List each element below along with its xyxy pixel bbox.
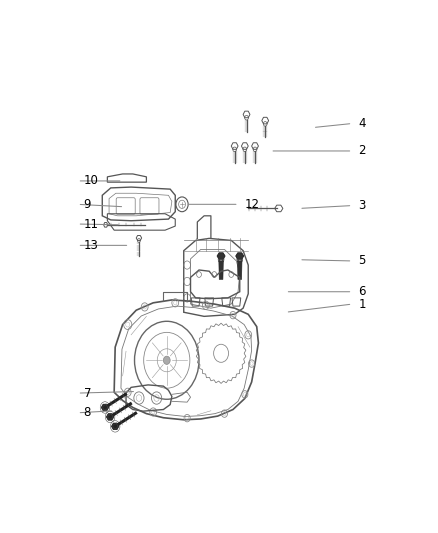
Polygon shape — [217, 253, 225, 260]
Text: 11: 11 — [84, 217, 99, 230]
Text: 9: 9 — [84, 198, 91, 211]
Text: 1: 1 — [359, 297, 366, 311]
Text: 6: 6 — [359, 285, 366, 298]
Text: 2: 2 — [359, 144, 366, 157]
Circle shape — [163, 356, 170, 365]
Polygon shape — [106, 414, 114, 420]
Polygon shape — [101, 404, 109, 411]
Polygon shape — [111, 423, 119, 430]
Text: 3: 3 — [359, 199, 366, 212]
Text: 7: 7 — [84, 386, 91, 400]
Text: 10: 10 — [84, 174, 99, 188]
Text: 5: 5 — [359, 254, 366, 268]
Polygon shape — [237, 261, 242, 279]
Polygon shape — [219, 261, 223, 279]
Polygon shape — [236, 253, 244, 260]
Text: 12: 12 — [245, 198, 260, 211]
Text: 8: 8 — [84, 406, 91, 419]
Text: 13: 13 — [84, 239, 99, 252]
Text: 4: 4 — [359, 117, 366, 130]
